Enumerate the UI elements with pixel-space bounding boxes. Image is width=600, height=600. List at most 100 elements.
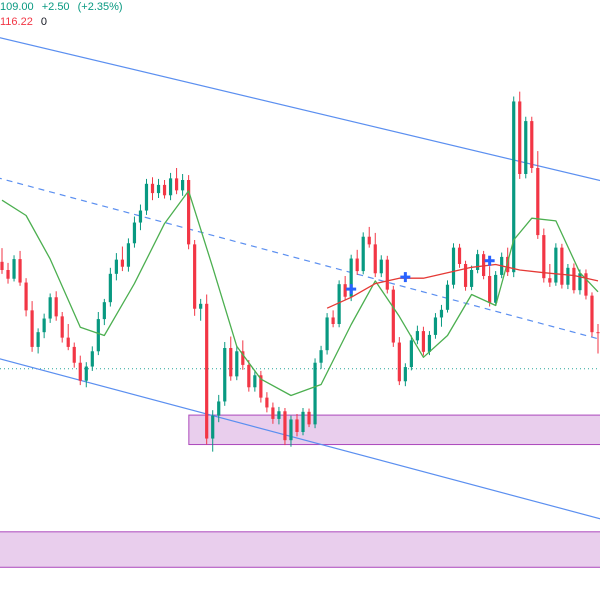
- candle-body: [0, 261, 4, 270]
- candle-48: [289, 415, 293, 447]
- candle-11: [66, 324, 70, 351]
- candle-20: [120, 246, 125, 272]
- marker-bar-h: [346, 287, 357, 291]
- candle-49: [295, 414, 299, 437]
- candle-body: [319, 350, 323, 363]
- candle-92: [554, 243, 558, 286]
- candle-61: [367, 226, 371, 248]
- candle-body: [12, 259, 16, 279]
- candle-12: [72, 342, 76, 368]
- candle-body: [253, 375, 257, 388]
- candle-19: [114, 253, 118, 281]
- candle-body: [469, 270, 474, 287]
- candle-body: [277, 411, 281, 419]
- candle-body: [596, 332, 600, 334]
- candle-57: [343, 276, 347, 300]
- candle-body: [421, 331, 426, 352]
- candle-body: [247, 364, 251, 388]
- candlesticks: [0, 91, 600, 452]
- candle-75: [451, 243, 456, 289]
- candle-body: [193, 244, 197, 309]
- candle-14: [84, 362, 88, 388]
- candle-body: [445, 284, 450, 310]
- candle-body: [42, 318, 46, 333]
- candle-24: [144, 178, 149, 215]
- candle-46: [277, 406, 281, 425]
- candle-87: [524, 116, 528, 179]
- candle-13: [78, 355, 82, 386]
- candle-88: [530, 116, 534, 173]
- channel-middle-line: [0, 177, 600, 340]
- candle-93: [560, 243, 564, 289]
- candle-29: [174, 168, 179, 195]
- candle-62: [373, 232, 377, 278]
- candle-body: [114, 259, 118, 274]
- candle-body: [506, 256, 510, 273]
- candle-body: [361, 236, 365, 272]
- candle-58: [349, 254, 353, 302]
- candle-86: [518, 91, 522, 179]
- candle-body: [265, 397, 269, 408]
- candle-31: [187, 175, 191, 250]
- candle-body: [548, 278, 552, 283]
- candle-body: [373, 244, 377, 274]
- candle-body: [578, 273, 582, 291]
- candle-91: [548, 264, 552, 287]
- candle-28: [168, 172, 173, 201]
- candle-15: [90, 346, 94, 371]
- trend-channel: [0, 37, 600, 520]
- candle-2: [12, 255, 16, 282]
- candle-body: [168, 178, 173, 196]
- moving-average-red: [326, 263, 599, 309]
- candle-26: [156, 178, 161, 198]
- candle-50: [301, 408, 305, 436]
- candle-0: [0, 248, 4, 274]
- close-value: 109.00: [0, 1, 34, 13]
- candle-body: [205, 303, 209, 439]
- candle-68: [409, 335, 413, 371]
- candle-body: [494, 274, 498, 303]
- candle-body: [463, 264, 468, 287]
- candle-body: [397, 342, 401, 382]
- candle-5: [30, 301, 34, 352]
- candle-22: [132, 216, 137, 248]
- candle-80: [482, 250, 486, 280]
- candle-89: [536, 151, 540, 239]
- candle-body: [187, 180, 191, 245]
- candle-38: [229, 336, 233, 381]
- candle-body: [156, 184, 161, 194]
- marker-bar-h: [400, 275, 411, 279]
- candle-body: [199, 303, 203, 309]
- candle-body: [84, 366, 88, 381]
- candle-body: [307, 411, 311, 425]
- candle-3: [18, 250, 22, 286]
- candle-body: [174, 178, 179, 191]
- candle-82: [494, 271, 498, 306]
- candle-body: [379, 259, 383, 274]
- candle-25: [150, 177, 155, 201]
- candle-4: [24, 278, 28, 317]
- candle-body: [415, 331, 419, 341]
- candle-79: [475, 249, 480, 274]
- candle-body: [367, 236, 371, 245]
- candle-47: [283, 408, 287, 446]
- candle-body: [524, 121, 528, 174]
- candle-body: [475, 254, 480, 270]
- candle-body: [584, 273, 588, 296]
- candle-body: [355, 258, 359, 272]
- candle-51: [307, 408, 311, 428]
- signal-marker-2: [400, 272, 411, 283]
- candle-body: [518, 101, 522, 174]
- candle-78: [469, 265, 474, 291]
- candle-99: [596, 324, 600, 354]
- candle-body: [36, 332, 40, 347]
- candle-8: [48, 293, 52, 323]
- indicator-legend: 116.22 0: [0, 16, 52, 28]
- candle-body: [66, 337, 70, 347]
- candle-body: [289, 419, 293, 441]
- support-zone-2: [0, 531, 600, 568]
- candle-23: [138, 204, 143, 231]
- candle-body: [181, 180, 185, 191]
- candle-body: [512, 101, 516, 273]
